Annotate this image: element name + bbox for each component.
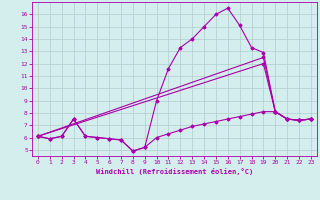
X-axis label: Windchill (Refroidissement éolien,°C): Windchill (Refroidissement éolien,°C) [96,168,253,175]
